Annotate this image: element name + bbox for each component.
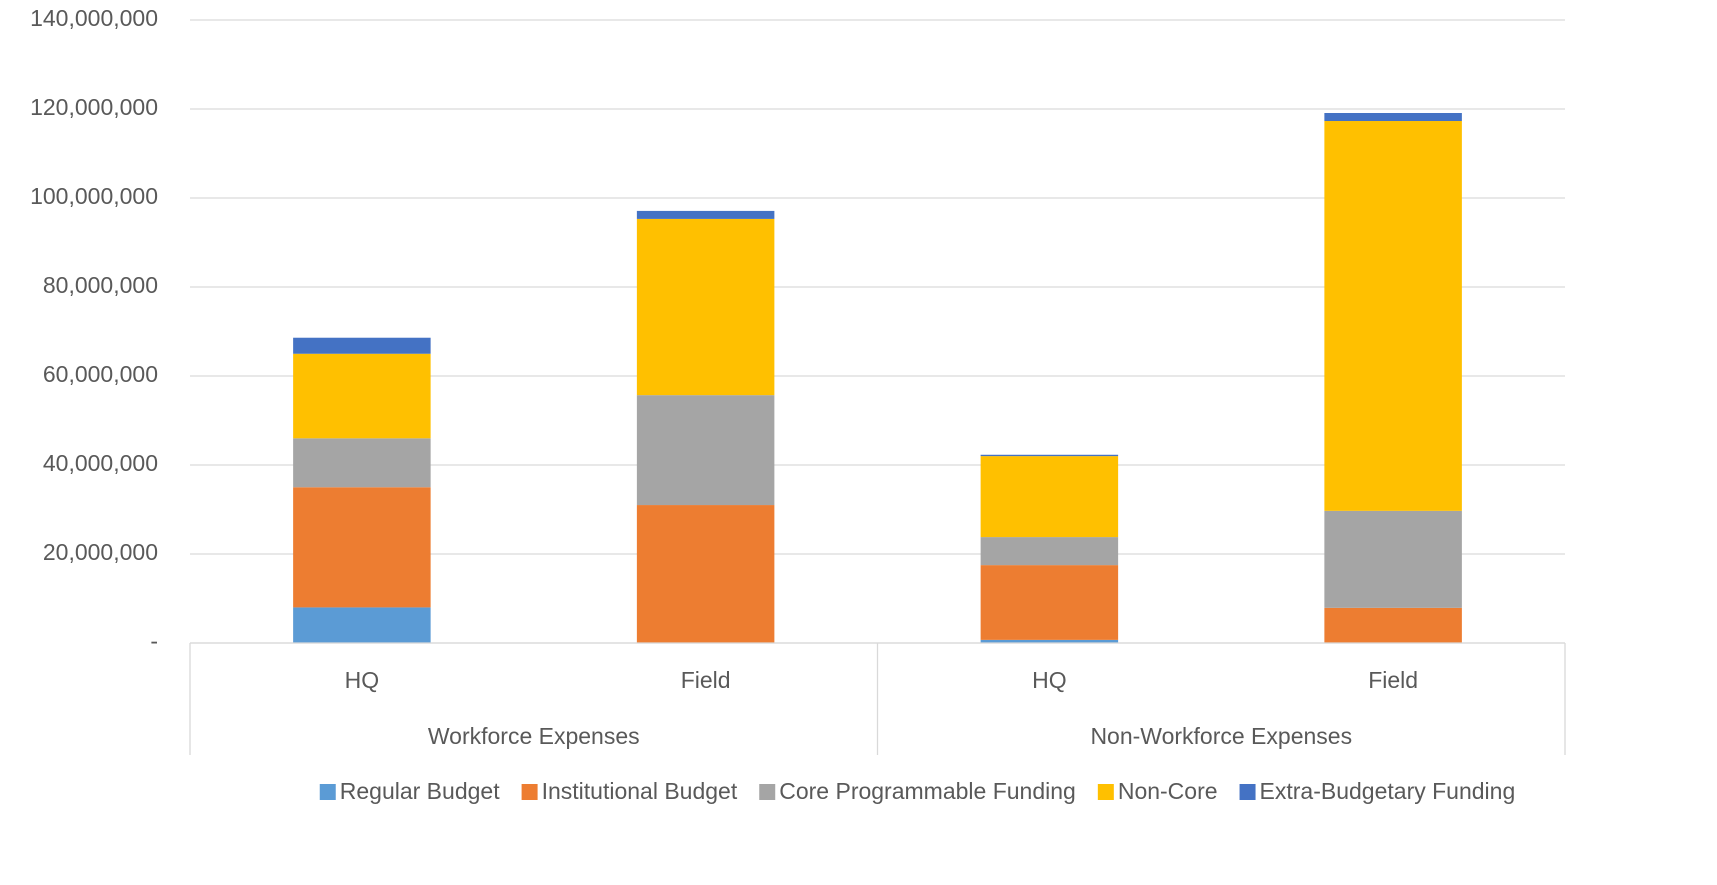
- legend-label: Extra-Budgetary Funding: [1260, 778, 1516, 804]
- bar-segment: [980, 537, 1119, 566]
- bar-segment: [636, 218, 775, 396]
- legend-swatch: [1097, 784, 1114, 800]
- bar-segment: [1324, 113, 1462, 122]
- group-label: Non-Workforce Expenses: [1090, 723, 1352, 749]
- x-tick-label: HQ: [345, 667, 380, 693]
- y-tick-label: -: [150, 628, 158, 654]
- bar-segment: [1324, 510, 1462, 608]
- y-tick-label: 60,000,000: [43, 361, 158, 387]
- bar-segment: [636, 395, 775, 506]
- legend-label: Regular Budget: [340, 778, 500, 804]
- y-tick-label: 120,000,000: [30, 94, 158, 120]
- bar-segment: [293, 607, 431, 643]
- legend-swatch: [521, 784, 538, 800]
- x-tick-label: HQ: [1032, 667, 1067, 693]
- bar-segment: [1324, 607, 1462, 643]
- legend-label: Institutional Budget: [542, 778, 738, 804]
- bar-segment: [636, 505, 775, 643]
- bar-segment: [980, 454, 1119, 457]
- legend-label: Non-Core: [1118, 778, 1218, 804]
- bar-segment: [980, 565, 1119, 640]
- legend-swatch: [759, 784, 776, 800]
- legend-swatch: [1239, 784, 1256, 800]
- bar-segment: [980, 456, 1119, 538]
- bar-segment: [293, 337, 431, 354]
- bar-segment: [293, 353, 431, 439]
- bar-segment: [1324, 121, 1462, 511]
- legend-label: Core Programmable Funding: [779, 778, 1076, 804]
- y-tick-label: 140,000,000: [30, 5, 158, 31]
- y-tick-label: 100,000,000: [30, 183, 158, 209]
- y-tick-label: 80,000,000: [43, 272, 158, 298]
- y-tick-label: 20,000,000: [43, 539, 158, 565]
- bar-segment: [293, 487, 431, 608]
- bar-segment: [293, 438, 431, 488]
- legend-swatch: [319, 784, 336, 800]
- y-tick-label: 40,000,000: [43, 450, 158, 476]
- x-tick-label: Field: [1368, 667, 1418, 693]
- group-label: Workforce Expenses: [428, 723, 640, 749]
- bar-segment: [636, 210, 775, 219]
- bar-segment: [980, 639, 1119, 643]
- x-tick-label: Field: [681, 667, 731, 693]
